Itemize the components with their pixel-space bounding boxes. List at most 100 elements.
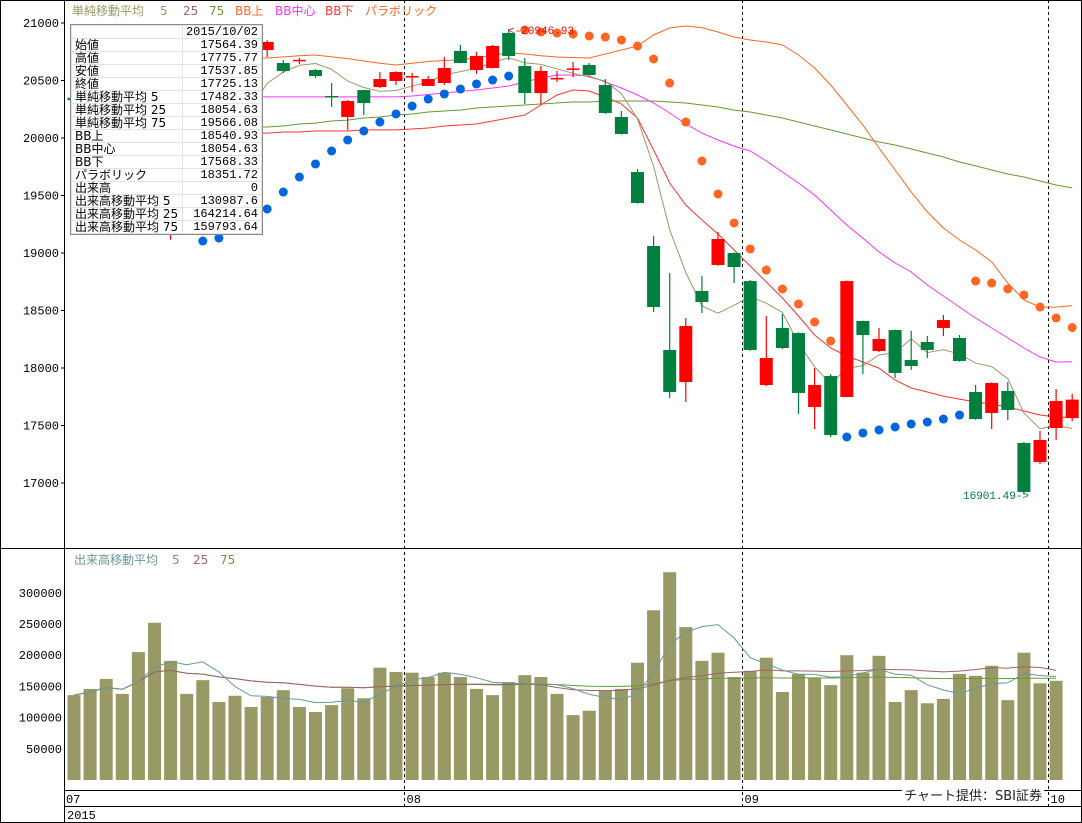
price-legend: 単純移動平均 5 25 75 BB上 BB中心 BB下 パラボリック <box>72 3 437 18</box>
legend-bb-upper: BB上 <box>235 4 263 18</box>
volume-bar <box>582 710 596 780</box>
volume-axis: 50000 100000 150000 200000 250000 300000 <box>19 587 62 757</box>
candle-down <box>953 337 966 361</box>
volume-bar <box>953 673 966 780</box>
tooltip-date: 2015/10/02 <box>181 25 263 39</box>
tooltip-value: 18054.63 <box>181 142 263 156</box>
volume-bar <box>115 693 129 780</box>
parabolic-dot <box>600 32 610 42</box>
volume-bar <box>1049 680 1063 780</box>
parabolic-dot <box>955 410 964 420</box>
tooltip-label: 安値 <box>71 64 183 78</box>
legend-bb-mid: BB中心 <box>275 3 315 18</box>
tooltip-value: 164214.64 <box>181 207 263 221</box>
candle-up <box>759 357 773 386</box>
year-label: 2015 <box>67 809 96 823</box>
price-tick-label: 21000 <box>23 17 59 31</box>
tooltip-label: 高値 <box>71 51 183 65</box>
tooltip-row: 単純移動平均 5 17482.33 <box>71 90 263 104</box>
price-tick-label: 19000 <box>23 247 59 261</box>
tooltip-label: 単純移動平均 25 <box>71 103 183 117</box>
parabolic-dot <box>938 414 948 424</box>
parabolic-dot <box>890 422 900 432</box>
tooltip-label: 出来高移動平均 75 <box>71 220 183 234</box>
legend-sma25: 25 <box>183 4 198 18</box>
volume-bar <box>276 690 290 780</box>
month-label: 07 <box>66 793 80 807</box>
volume-bar <box>759 657 773 780</box>
parabolic-dot <box>198 236 208 246</box>
candle-up <box>534 70 548 94</box>
volume-bar <box>775 692 789 780</box>
parabolic-dot <box>520 25 530 35</box>
parabolic-dot <box>343 135 353 145</box>
tooltip-label: BB中心 <box>71 142 183 156</box>
parabolic-dot <box>1067 323 1077 333</box>
tooltip-row: 単純移動平均 75 19566.08 <box>71 116 263 130</box>
volume-bar <box>260 697 274 780</box>
candle-up <box>1065 399 1079 419</box>
volume-bar <box>99 678 113 780</box>
parabolic-dot <box>665 78 675 88</box>
tooltip-label: BB下 <box>71 155 183 169</box>
volume-bar <box>244 706 258 780</box>
chart-credit: チャート提供：SBI証券 <box>902 789 1044 805</box>
parabolic-dot <box>214 233 224 243</box>
candle-up <box>1049 401 1063 429</box>
volume-bar <box>711 652 725 780</box>
volume-bar <box>824 685 838 780</box>
legend-vma75: 75 <box>220 553 235 567</box>
candle-up <box>341 100 355 117</box>
high-annotation: <-20946.93 <box>508 26 574 38</box>
volume-bar <box>389 672 403 780</box>
volume-ma25-line <box>73 666 1057 696</box>
candle-up <box>405 76 419 78</box>
parabolic-dot <box>278 187 288 197</box>
volume-bar <box>1001 700 1015 780</box>
parabolic-dot <box>649 54 659 64</box>
candle-down <box>904 359 918 367</box>
volume-bar <box>631 662 644 780</box>
candle-up <box>808 385 822 407</box>
volume-bar <box>904 690 918 780</box>
tooltip-value: 0 <box>181 181 263 195</box>
candle-down <box>309 70 322 77</box>
candle-down <box>969 392 983 420</box>
parabolic-dot <box>455 84 465 94</box>
candle-up <box>711 238 725 265</box>
parabolic-dot <box>262 204 272 214</box>
parabolic-dot <box>794 299 803 309</box>
volume-legend: 出来高移動平均 5 25 75 <box>74 552 235 567</box>
parabolic-dot <box>713 189 723 199</box>
parabolic-dot <box>681 117 691 127</box>
tooltip-value: 159793.64 <box>181 220 263 234</box>
candle-up <box>550 77 564 80</box>
candle-down <box>453 50 467 64</box>
tooltip-label: BB上 <box>71 129 183 143</box>
volume-bar <box>663 572 677 780</box>
price-tick-label: 17000 <box>23 477 59 491</box>
candle-up <box>566 68 580 70</box>
tooltip-label: 始値 <box>71 38 183 52</box>
parabolic-dot <box>311 159 320 169</box>
candle-up <box>486 46 500 68</box>
volume-bar <box>727 677 741 780</box>
volume-bar <box>180 693 194 780</box>
tooltip-row: 出来高移動平均 75 159793.64 <box>71 220 263 234</box>
candle-up <box>373 79 387 88</box>
volume-bar <box>856 672 870 780</box>
candle-up <box>292 59 306 62</box>
volume-ma5-line <box>73 624 1057 704</box>
tooltip-label: 単純移動平均 75 <box>71 116 183 130</box>
tooltip-row: 出来高 0 <box>71 181 263 195</box>
candle-down <box>743 281 757 350</box>
tooltip-row: 始値 17564.39 <box>71 38 263 52</box>
parabolic-dot <box>826 336 836 346</box>
parabolic-dot <box>488 75 498 85</box>
volume-bar <box>325 705 339 780</box>
volume-bar <box>502 682 516 780</box>
legend-bb-lower: BB下 <box>325 4 353 18</box>
price-tick-label: 20500 <box>23 75 59 89</box>
candle-down <box>598 84 612 114</box>
price-tick-label: 18000 <box>23 362 59 376</box>
